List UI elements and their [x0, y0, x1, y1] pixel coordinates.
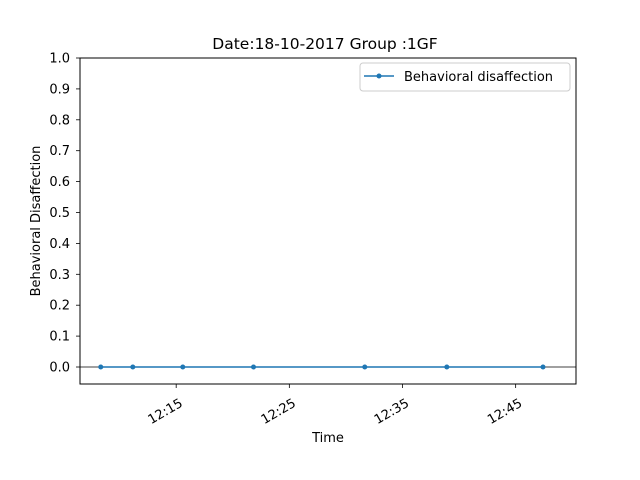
series-layer — [98, 364, 546, 370]
y-tick-label: 0.2 — [49, 299, 70, 314]
legend-marker-swatch — [376, 73, 382, 79]
plot-area — [80, 58, 576, 384]
x-tick-label: 12:15 — [146, 396, 186, 428]
x-tick-label: 12:45 — [485, 396, 525, 428]
y-tick-label: 1.0 — [49, 52, 70, 67]
chart-title: Date:18-10-2017 Group :1GF — [212, 35, 437, 53]
plot-frame — [79, 57, 577, 385]
x-axis-ticks: 12:15 12:25 12:35 12:45 — [146, 384, 525, 428]
y-tick-label: 0.0 — [49, 361, 70, 376]
y-tick-label: 0.3 — [49, 268, 70, 283]
data-point — [251, 364, 257, 370]
data-point — [362, 364, 368, 370]
y-tick-label: 0.1 — [49, 330, 70, 345]
x-axis-label: Time — [311, 431, 344, 446]
data-point — [130, 364, 136, 370]
y-tick-label: 0.6 — [49, 175, 70, 190]
legend: Behavioral disaffection — [359, 62, 571, 92]
legend-box — [359, 62, 571, 92]
data-point — [540, 364, 546, 370]
data-point — [444, 364, 450, 370]
data-point — [98, 364, 104, 370]
x-tick-label: 12:35 — [372, 396, 412, 428]
y-tick-label: 0.4 — [49, 237, 70, 252]
y-tick-label: 0.7 — [49, 144, 70, 159]
y-tick-label: 0.5 — [49, 206, 70, 221]
legend-label: Behavioral disaffection — [404, 70, 553, 85]
y-axis-label: Behavioral Disaffection — [29, 146, 44, 297]
data-point — [180, 364, 186, 370]
y-axis-ticks: 0.0 0.1 0.2 0.3 0.4 0.5 0.6 0.7 0.8 0.9 1.0 — [49, 52, 80, 376]
x-tick-label: 12:25 — [259, 396, 299, 428]
y-tick-label: 0.8 — [49, 113, 70, 128]
y-tick-label: 0.9 — [49, 82, 70, 97]
